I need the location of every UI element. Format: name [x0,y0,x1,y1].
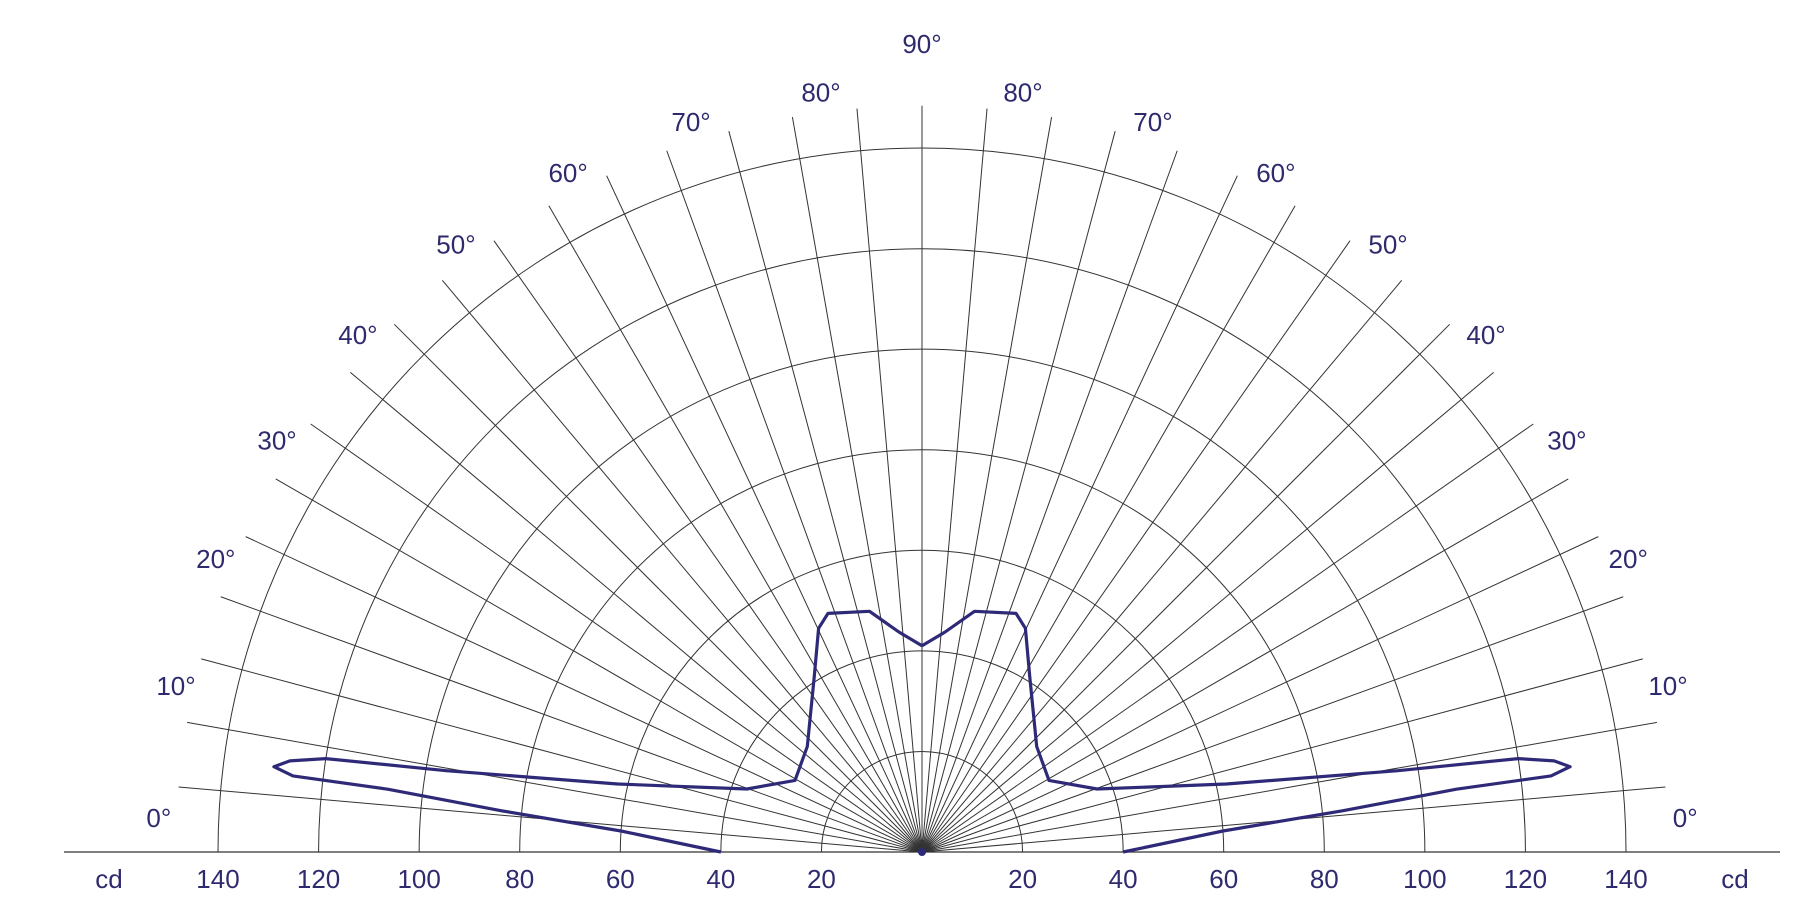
center-dot [918,848,926,856]
grid-spoke [666,150,923,853]
grid-spoke [921,478,1569,853]
grid-spoke [921,117,1053,853]
r-tick-label: 120 [297,864,340,894]
grid-spoke [921,205,1296,853]
angle-tick-label: 20° [196,544,235,574]
grid-spoke-minor [921,536,1599,853]
angle-tick-label: 0° [146,803,171,833]
angle-tick-label: 30° [257,426,296,456]
grid-spoke-minor [393,323,923,853]
angle-tick-label: 90° [902,29,941,59]
grid-spoke [921,721,1657,853]
r-tick-label: 60 [606,864,635,894]
grid-spoke-minor [921,175,1238,853]
r-tick-label: 80 [1310,864,1339,894]
intensity-curve [921,609,1572,854]
r-tick-label: 20 [1008,864,1037,894]
grid-spoke [275,478,923,853]
angle-tick-label: 60° [548,158,587,188]
r-tick-label: 120 [1504,864,1547,894]
r-tick-label: 140 [196,864,239,894]
grid-spoke-minor [921,658,1643,853]
angle-tick-label: 70° [1133,107,1172,137]
grid-spoke-minor [921,423,1534,853]
angle-tick-label: 60° [1256,158,1295,188]
grid-spoke [921,280,1403,853]
grid-spoke-minor [856,108,923,853]
grid-spoke-minor [201,658,923,853]
r-axis-label: cd [95,864,122,894]
angle-tick-label: 40° [1466,320,1505,350]
angle-tick-label: 50° [436,230,475,260]
grid-spoke-minor [310,423,923,853]
angle-tick-label: 40° [338,320,377,350]
grid-spoke [921,150,1178,853]
r-tick-label: 100 [1403,864,1446,894]
angle-tick-label: 20° [1609,544,1648,574]
r-tick-label: 20 [807,864,836,894]
angle-tick-label: 80° [801,78,840,108]
r-tick-label: 80 [505,864,534,894]
grid-spoke-minor [493,240,923,853]
grid-spoke [220,596,923,853]
angle-tick-label: 30° [1547,426,1586,456]
grid-spoke [921,371,1494,853]
grid-spoke-minor [921,240,1351,853]
grid-spoke-minor [728,131,923,853]
grid-spoke-minor [245,536,923,853]
r-tick-label: 100 [397,864,440,894]
r-tick-label: 140 [1604,864,1647,894]
grid-spoke-minor [606,175,923,853]
grid-spoke [350,371,923,853]
grid-spoke-minor [921,108,988,853]
r-tick-label: 60 [1209,864,1238,894]
grid-spoke [187,721,923,853]
angle-tick-label: 70° [671,107,710,137]
grid-spoke [441,280,923,853]
angle-tick-label: 0° [1673,803,1698,833]
angle-tick-label: 80° [1003,78,1042,108]
angle-tick-label: 50° [1368,230,1407,260]
r-axis-label: cd [1721,864,1748,894]
grid-spoke [548,205,923,853]
grid-spoke-minor [921,131,1116,853]
r-tick-label: 40 [1109,864,1138,894]
angle-tick-label: 10° [156,671,195,701]
grid-spoke [921,596,1624,853]
grid-spoke-minor [921,323,1451,853]
grid-spoke [791,117,923,853]
angle-tick-label: 10° [1648,671,1687,701]
intensity-curve [272,609,923,854]
r-tick-label: 40 [706,864,735,894]
